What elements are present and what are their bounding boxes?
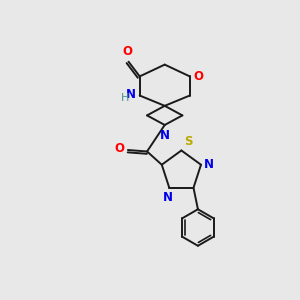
- Text: O: O: [114, 142, 124, 155]
- Text: N: N: [126, 88, 136, 100]
- Text: O: O: [193, 70, 203, 83]
- Text: N: N: [160, 128, 170, 142]
- Text: N: N: [204, 158, 214, 171]
- Text: N: N: [163, 191, 173, 204]
- Text: S: S: [184, 134, 193, 148]
- Text: H: H: [121, 93, 129, 103]
- Text: O: O: [122, 45, 132, 58]
